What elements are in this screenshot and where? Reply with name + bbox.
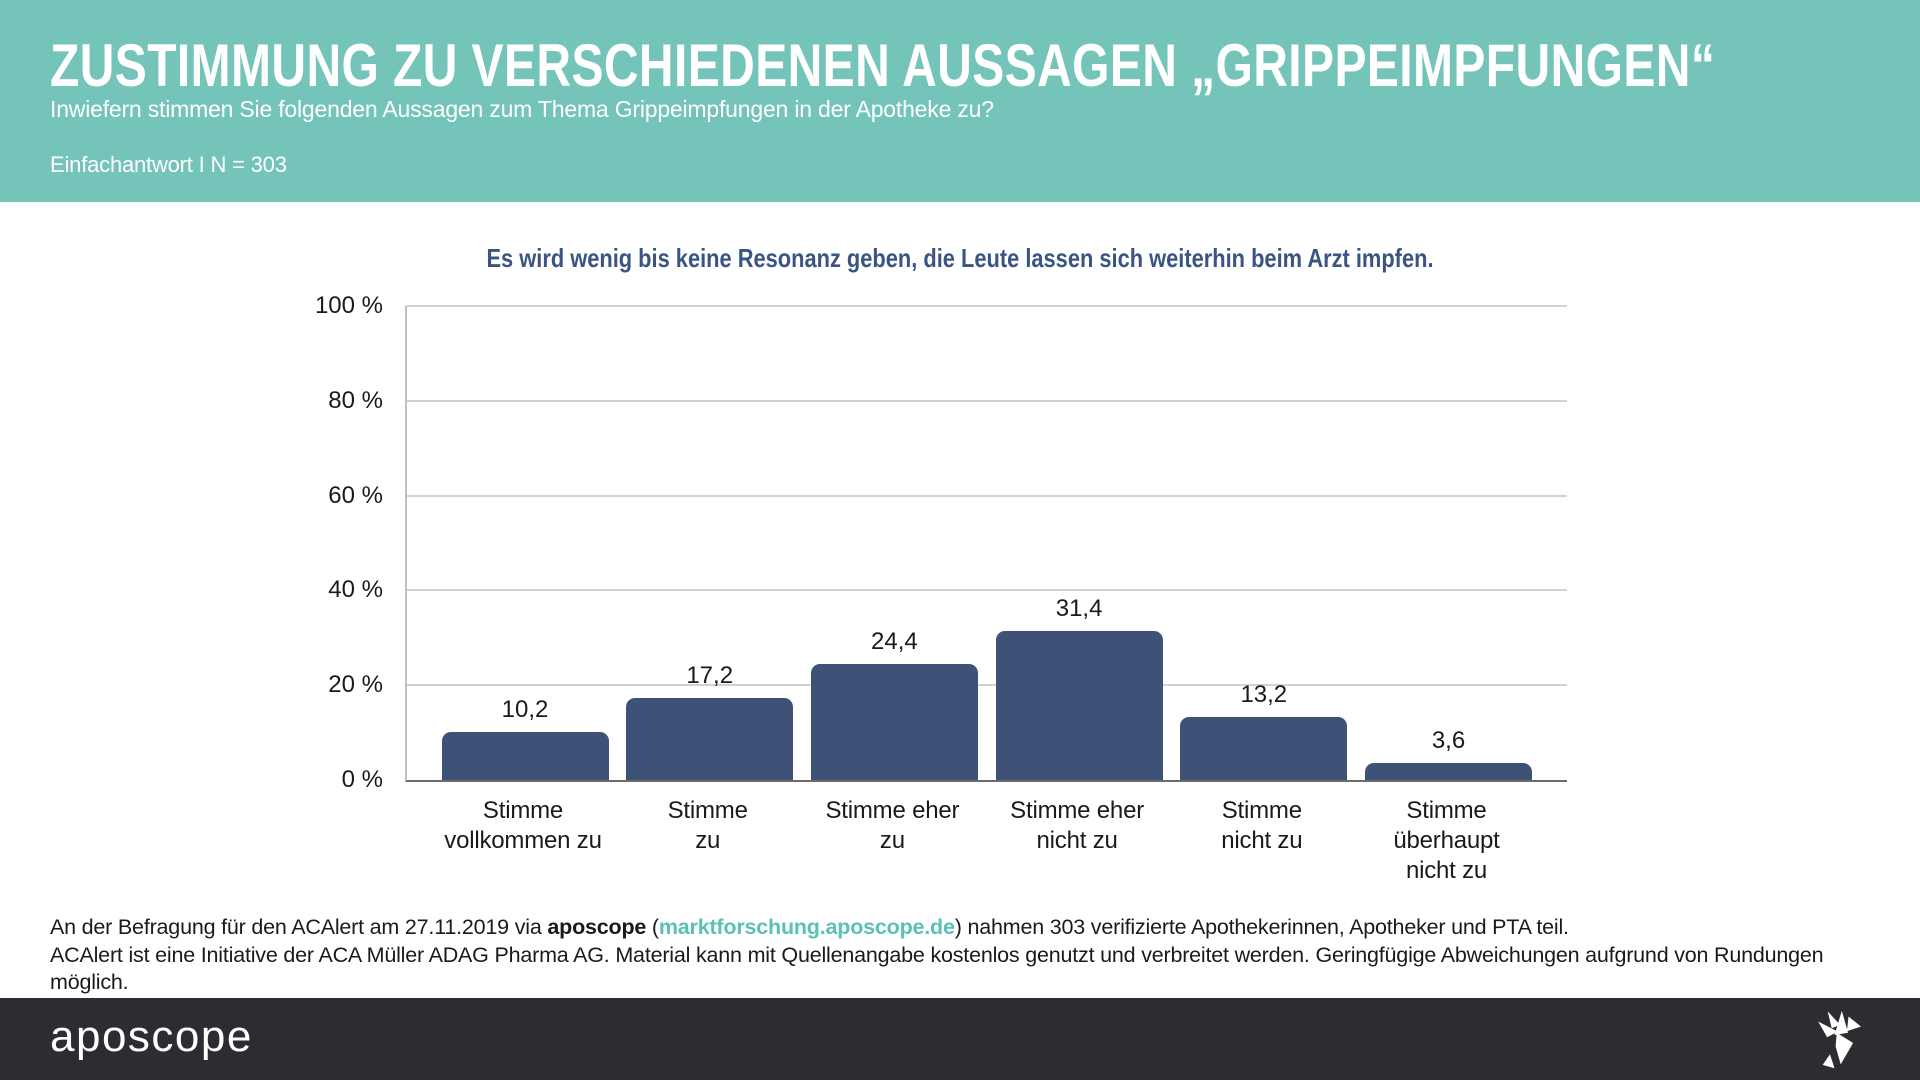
bar-value-label: 3,6: [1431, 726, 1466, 754]
x-axis-category-line: überhaupt: [1393, 827, 1500, 854]
origami-bird-icon: [1818, 1010, 1861, 1069]
x-axis-category-label: Stimme zu: [603, 796, 813, 856]
bar-4: [995, 631, 1163, 780]
x-axis-category-line: Stimme: [1221, 797, 1302, 824]
x-axis-category-line: Stimme: [482, 797, 564, 824]
x-axis-category-label: Stimme eher zu: [787, 796, 997, 856]
x-axis-category-line: Stimme: [1406, 797, 1487, 824]
source-text: (: [646, 915, 659, 939]
bar-value-label: 17,2: [686, 662, 734, 690]
gridline: [407, 589, 1567, 592]
source-brand-name: aposcope: [547, 915, 647, 939]
bar-2: [626, 698, 794, 780]
source-text: ) nahmen 303 verifizierte Apothekerinnen…: [954, 915, 1569, 939]
x-axis-category-label: Stimme eher nicht zu: [972, 796, 1182, 856]
bar-3: [810, 664, 978, 780]
y-axis-tick-label: 0 %: [341, 766, 383, 793]
bar-value-label: 13,2: [1240, 681, 1288, 709]
aposcope-logo: aposcope: [50, 1012, 253, 1061]
bar-5: [1180, 717, 1348, 780]
brand-bar: aposcope: [0, 998, 1920, 1080]
bar-value-label: 24,4: [871, 628, 918, 656]
gridline: [407, 684, 1567, 687]
y-axis-tick-label: 60 %: [328, 481, 383, 509]
source-line-1: An der Befragung für den ACAlert am 27.1…: [50, 914, 1850, 942]
source-text: An der Befragung für den ACAlert am 27.1…: [50, 915, 548, 939]
y-axis-tick-label: 20 %: [328, 671, 383, 699]
x-axis-category-line: vollkommen zu: [444, 827, 602, 854]
bar-1: [441, 731, 609, 780]
aposcope-link[interactable]: marktforschung.aposcope.de: [658, 915, 955, 939]
bar-chart-plot-area: 10,2 17,2 24,4 31,4 13,2 3,6: [405, 305, 1567, 782]
page-subtitle: Inwiefern stimmen Sie folgenden Aussagen…: [50, 96, 994, 122]
x-axis-category-line: zu: [695, 827, 721, 854]
x-axis-category-line: zu: [879, 827, 905, 854]
x-axis-category-line: Stimme: [667, 797, 748, 824]
x-axis-category-line: nicht zu: [1036, 827, 1118, 854]
gridline: [407, 305, 1567, 307]
x-axis-category-line: nicht zu: [1221, 827, 1303, 854]
sample-size-note: Einfachantwort I N = 303: [50, 152, 287, 177]
x-axis-category-label: Stimme nicht zu: [1157, 796, 1367, 856]
y-axis-tick-label: 80 %: [328, 386, 383, 414]
x-axis-category-line: Stimme eher: [1010, 797, 1145, 824]
page-title: ZUSTIMMUNG ZU VERSCHIEDENEN AUSSAGEN „GR…: [50, 32, 1716, 99]
source-note: An der Befragung für den ACAlert am 27.1…: [50, 914, 1850, 997]
x-axis-category-label: Stimme vollkommen zu: [418, 796, 628, 856]
y-axis-tick-label: 40 %: [328, 576, 383, 604]
source-line-2: ACAlert ist eine Initiative der ACA Müll…: [50, 942, 1824, 995]
bar-value-label: 31,4: [1055, 595, 1103, 623]
gridline: [407, 399, 1567, 402]
gridline: [407, 494, 1567, 497]
bar-value-label: 10,2: [501, 695, 549, 723]
bar-6: [1365, 762, 1532, 780]
x-axis-category-line: nicht zu: [1405, 857, 1488, 884]
x-axis-category-line: Stimme eher: [825, 797, 960, 824]
y-axis-tick-label: 100 %: [314, 292, 383, 319]
x-axis-category-label: Stimme überhaupt nicht zu: [1342, 796, 1552, 886]
slide-header: ZUSTIMMUNG ZU VERSCHIEDENEN AUSSAGEN „GR…: [0, 0, 1920, 202]
chart-title: Es wird wenig bis keine Resonanz geben, …: [486, 243, 1434, 273]
